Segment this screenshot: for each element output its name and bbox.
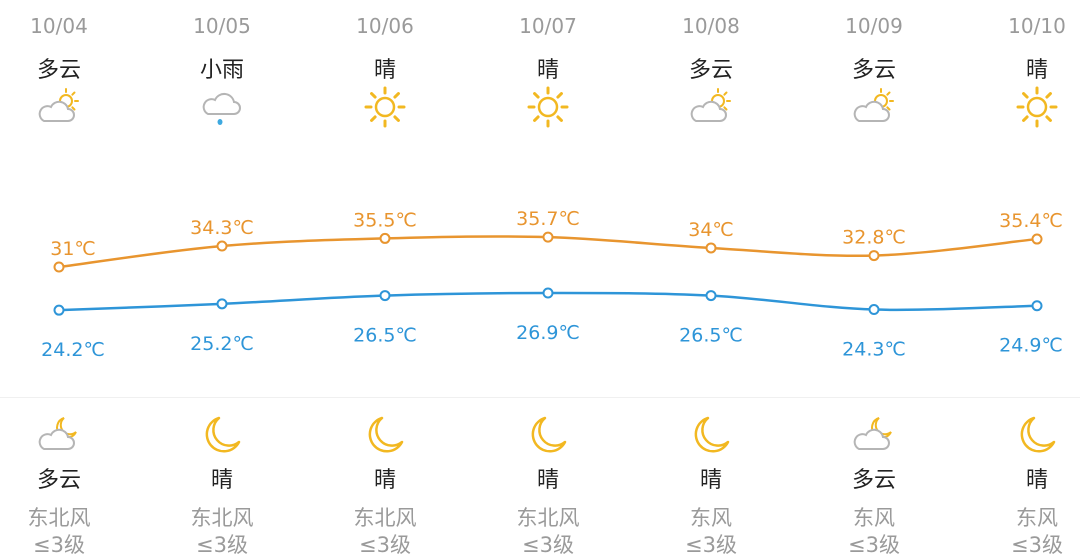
wind-direction: 东风 (853, 506, 895, 530)
high-temp-point (705, 242, 717, 254)
date-label: 10/05 (193, 14, 251, 38)
moon-icon (688, 412, 734, 458)
sun-icon (362, 84, 408, 130)
high-temp-point (379, 232, 391, 244)
partly-cloudy-day-icon (688, 84, 734, 130)
wind-level: ≤3级 (196, 533, 248, 557)
day-column: 10/04 多云 多云 东北风 ≤3级 (0, 0, 139, 560)
sun-icon (525, 84, 571, 130)
low-temp-label: 26.5℃ (679, 325, 743, 347)
low-temp-label: 25.2℃ (190, 333, 254, 355)
day-weather: 多云 (688, 58, 733, 83)
high-temp-label: 34℃ (688, 219, 734, 241)
wind-direction: 东北风 (190, 506, 254, 530)
wind-direction: 东北风 (353, 506, 417, 530)
wind-info: 东风 ≤3级 (957, 505, 1080, 559)
high-temp-label: 34.3℃ (190, 217, 254, 239)
high-temp-label: 35.5℃ (353, 209, 417, 231)
partly-cloudy-night-icon (36, 412, 82, 458)
date-label: 10/06 (356, 14, 414, 38)
high-temp-label: 31℃ (50, 238, 96, 260)
high-temp-label: 35.7℃ (516, 208, 580, 230)
wind-info: 东北风 ≤3级 (468, 505, 628, 559)
low-temp-point (705, 290, 717, 302)
day-column: 10/08 多云 晴 东风 ≤3级 (631, 0, 791, 560)
day-column: 10/06 晴 晴 东北风 ≤3级 (305, 0, 465, 560)
wind-info: 东北风 ≤3级 (305, 505, 465, 559)
moon-icon (525, 412, 571, 458)
wind-direction: 东北风 (516, 506, 580, 530)
day-weather: 小雨 (199, 58, 244, 83)
night-weather: 多云 (851, 468, 896, 493)
day-weather: 晴 (1025, 58, 1048, 83)
night-weather: 多云 (36, 468, 81, 493)
high-temp-point (1031, 233, 1043, 245)
night-weather: 晴 (1025, 468, 1048, 493)
wind-level: ≤3级 (848, 533, 900, 557)
high-temp-point (53, 261, 65, 273)
date-label: 10/04 (30, 14, 88, 38)
low-temp-point (216, 298, 228, 310)
wind-info: 东北风 ≤3级 (142, 505, 302, 559)
day-weather: 晴 (536, 58, 559, 83)
partly-cloudy-night-icon (851, 412, 897, 458)
partly-cloudy-day-icon (851, 84, 897, 130)
divider (0, 397, 1080, 398)
day-column: 10/09 多云 多云 东风 ≤3级 (794, 0, 954, 560)
date-label: 10/09 (845, 14, 903, 38)
date-label: 10/10 (1008, 14, 1066, 38)
moon-icon (199, 412, 245, 458)
wind-level: ≤3级 (359, 533, 411, 557)
high-temp-label: 32.8℃ (842, 227, 906, 249)
high-temp-point (542, 231, 554, 243)
night-weather: 晴 (373, 468, 396, 493)
night-weather: 晴 (210, 468, 233, 493)
sun-icon (1014, 84, 1060, 130)
moon-icon (1014, 412, 1060, 458)
wind-level: ≤3级 (33, 533, 85, 557)
low-temp-label: 24.9℃ (999, 335, 1063, 357)
low-temp-point (1031, 300, 1043, 312)
low-temp-point (868, 304, 880, 316)
low-temp-label: 26.9℃ (516, 322, 580, 344)
high-temp-label: 35.4℃ (999, 210, 1063, 232)
low-temp-label: 24.3℃ (842, 339, 906, 361)
wind-direction: 东风 (690, 506, 732, 530)
date-label: 10/08 (682, 14, 740, 38)
night-weather: 晴 (536, 468, 559, 493)
low-temp-label: 26.5℃ (353, 325, 417, 347)
wind-direction: 东风 (1016, 506, 1058, 530)
day-column: 10/07 晴 晴 东北风 ≤3级 (468, 0, 628, 560)
night-weather: 晴 (699, 468, 722, 493)
low-temp-label: 24.2℃ (41, 339, 105, 361)
day-weather: 多云 (36, 58, 81, 83)
moon-icon (362, 412, 408, 458)
day-weather: 晴 (373, 58, 396, 83)
wind-level: ≤3级 (1011, 533, 1063, 557)
low-temp-point (542, 287, 554, 299)
low-temp-point (379, 290, 391, 302)
day-column: 10/10 晴 晴 东风 ≤3级 (957, 0, 1080, 560)
high-temp-point (216, 240, 228, 252)
wind-direction: 东北风 (27, 506, 91, 530)
wind-level: ≤3级 (685, 533, 737, 557)
day-column: 10/05 小雨 晴 东北风 ≤3级 (142, 0, 302, 560)
wind-level: ≤3级 (522, 533, 574, 557)
day-weather: 多云 (851, 58, 896, 83)
light-rain-icon (199, 84, 245, 130)
partly-cloudy-day-icon (36, 84, 82, 130)
date-label: 10/07 (519, 14, 577, 38)
low-temp-point (53, 304, 65, 316)
wind-info: 东北风 ≤3级 (0, 505, 139, 559)
wind-info: 东风 ≤3级 (631, 505, 791, 559)
wind-info: 东风 ≤3级 (794, 505, 954, 559)
high-temp-point (868, 250, 880, 262)
